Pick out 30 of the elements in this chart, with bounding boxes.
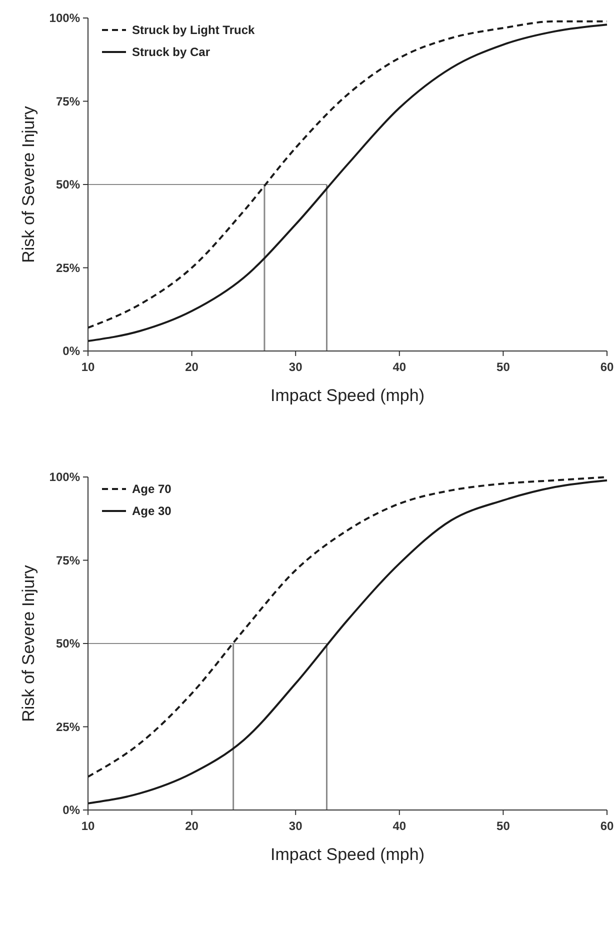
legend-label: Age 70	[132, 482, 172, 496]
y-tick-label: 100%	[49, 11, 80, 25]
y-tick-label: 75%	[56, 94, 80, 108]
y-tick-label: 50%	[56, 636, 80, 650]
legend-label: Age 30	[132, 504, 172, 518]
x-tick-label: 30	[288, 819, 303, 833]
x-tick-label: 20	[185, 360, 199, 374]
y-tick-label: 25%	[56, 260, 80, 275]
x-tick-label: 60	[600, 819, 614, 833]
x-tick-label: 60	[600, 360, 614, 374]
x-tick-label: 40	[392, 819, 406, 833]
x-tick-label: 30	[288, 360, 303, 374]
y-tick-label: 75%	[56, 553, 80, 568]
y-tick-label: 0%	[62, 803, 80, 817]
x-tick-label: 40	[392, 360, 406, 374]
x-tick-label: 50	[496, 819, 510, 833]
y-tick-label: 50%	[56, 178, 80, 192]
x-axis-title: Impact Speed (mph)	[270, 845, 425, 864]
x-axis-title: Impact Speed (mph)	[270, 386, 425, 405]
legend-label: Struck by Car	[132, 45, 210, 59]
legend-label: Struck by Light Truck	[132, 23, 256, 37]
x-tick-label: 20	[185, 819, 199, 833]
y-axis-title: Risk of Severe Injury	[19, 564, 38, 722]
x-tick-label: 10	[81, 360, 95, 374]
x-tick-label: 10	[81, 819, 95, 833]
x-tick-label: 50	[496, 360, 510, 374]
y-axis-title: Risk of Severe Injury	[19, 106, 38, 263]
y-tick-label: 0%	[62, 344, 80, 358]
y-tick-label: 25%	[56, 720, 80, 734]
y-tick-label: 100%	[49, 470, 80, 484]
